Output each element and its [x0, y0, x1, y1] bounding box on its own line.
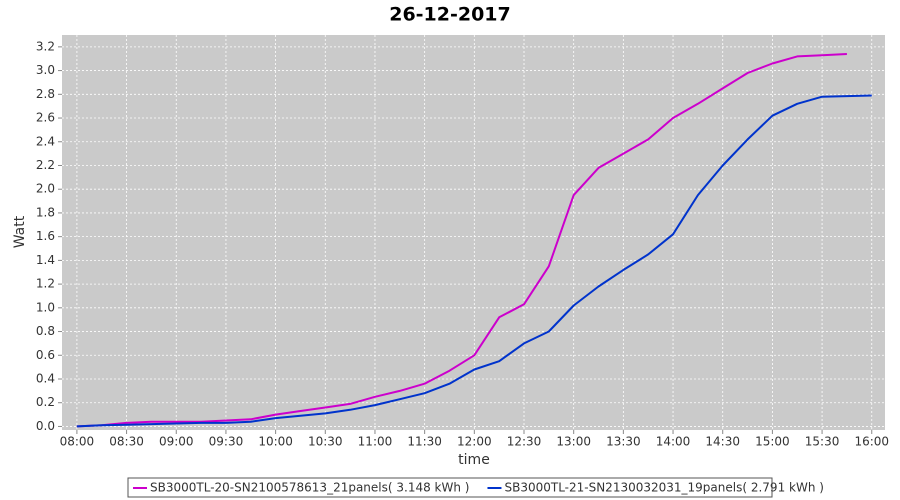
x-tick-label: 15:00 [755, 435, 790, 449]
y-tick-label: 1.0 [36, 300, 55, 314]
x-tick-label: 12:30 [507, 435, 542, 449]
series-line [76, 94, 872, 428]
x-tick-label: 14:30 [705, 435, 740, 449]
y-tick-label: 2.2 [36, 158, 55, 172]
legend-label: SB3000TL-21-SN2130032031_19panels( 2.791… [504, 481, 823, 495]
y-tick-label: 3.0 [36, 63, 55, 77]
y-tick-label: 1.4 [36, 253, 55, 267]
plot-area [62, 35, 885, 430]
x-tick-label: 16:00 [854, 435, 889, 449]
x-tick-label: 13:30 [606, 435, 641, 449]
x-tick-label: 13:00 [556, 435, 591, 449]
x-tick-label: 12:00 [457, 435, 492, 449]
y-tick-label: 2.0 [36, 182, 55, 196]
y-tick-label: 1.8 [36, 205, 55, 219]
x-tick-label: 09:00 [159, 435, 194, 449]
x-tick-label: 11:30 [407, 435, 442, 449]
y-tick-label: 0.4 [36, 371, 55, 385]
x-tick-label: 14:00 [656, 435, 691, 449]
y-tick-label: 1.2 [36, 277, 55, 291]
x-axis-label: time [458, 452, 490, 468]
y-tick-label: 0.8 [36, 324, 55, 338]
x-tick-label: 08:00 [60, 435, 95, 449]
legend [127, 477, 773, 498]
x-tick-label: 08:30 [109, 435, 144, 449]
y-tick-label: 3.2 [36, 39, 55, 53]
y-tick-label: 1.6 [36, 229, 55, 243]
x-tick-label: 10:30 [308, 435, 343, 449]
y-tick-label: 2.8 [36, 87, 55, 101]
y-tick-label: 2.4 [36, 134, 55, 148]
x-tick-label: 10:00 [258, 435, 293, 449]
y-tick-label: 0.0 [36, 419, 55, 433]
x-tick-label: 11:00 [358, 435, 393, 449]
series-line [76, 53, 847, 428]
x-tick-label: 09:30 [209, 435, 244, 449]
legend-label: SB3000TL-20-SN2100578613_21panels( 3.148… [150, 481, 469, 495]
y-axis-label: Watt [12, 215, 28, 248]
y-tick-label: 0.6 [36, 348, 55, 362]
x-tick-label: 15:30 [805, 435, 840, 449]
y-tick-label: 2.6 [36, 111, 55, 125]
chart-title: 26-12-2017 [389, 4, 511, 26]
y-tick-label: 0.2 [36, 395, 55, 409]
